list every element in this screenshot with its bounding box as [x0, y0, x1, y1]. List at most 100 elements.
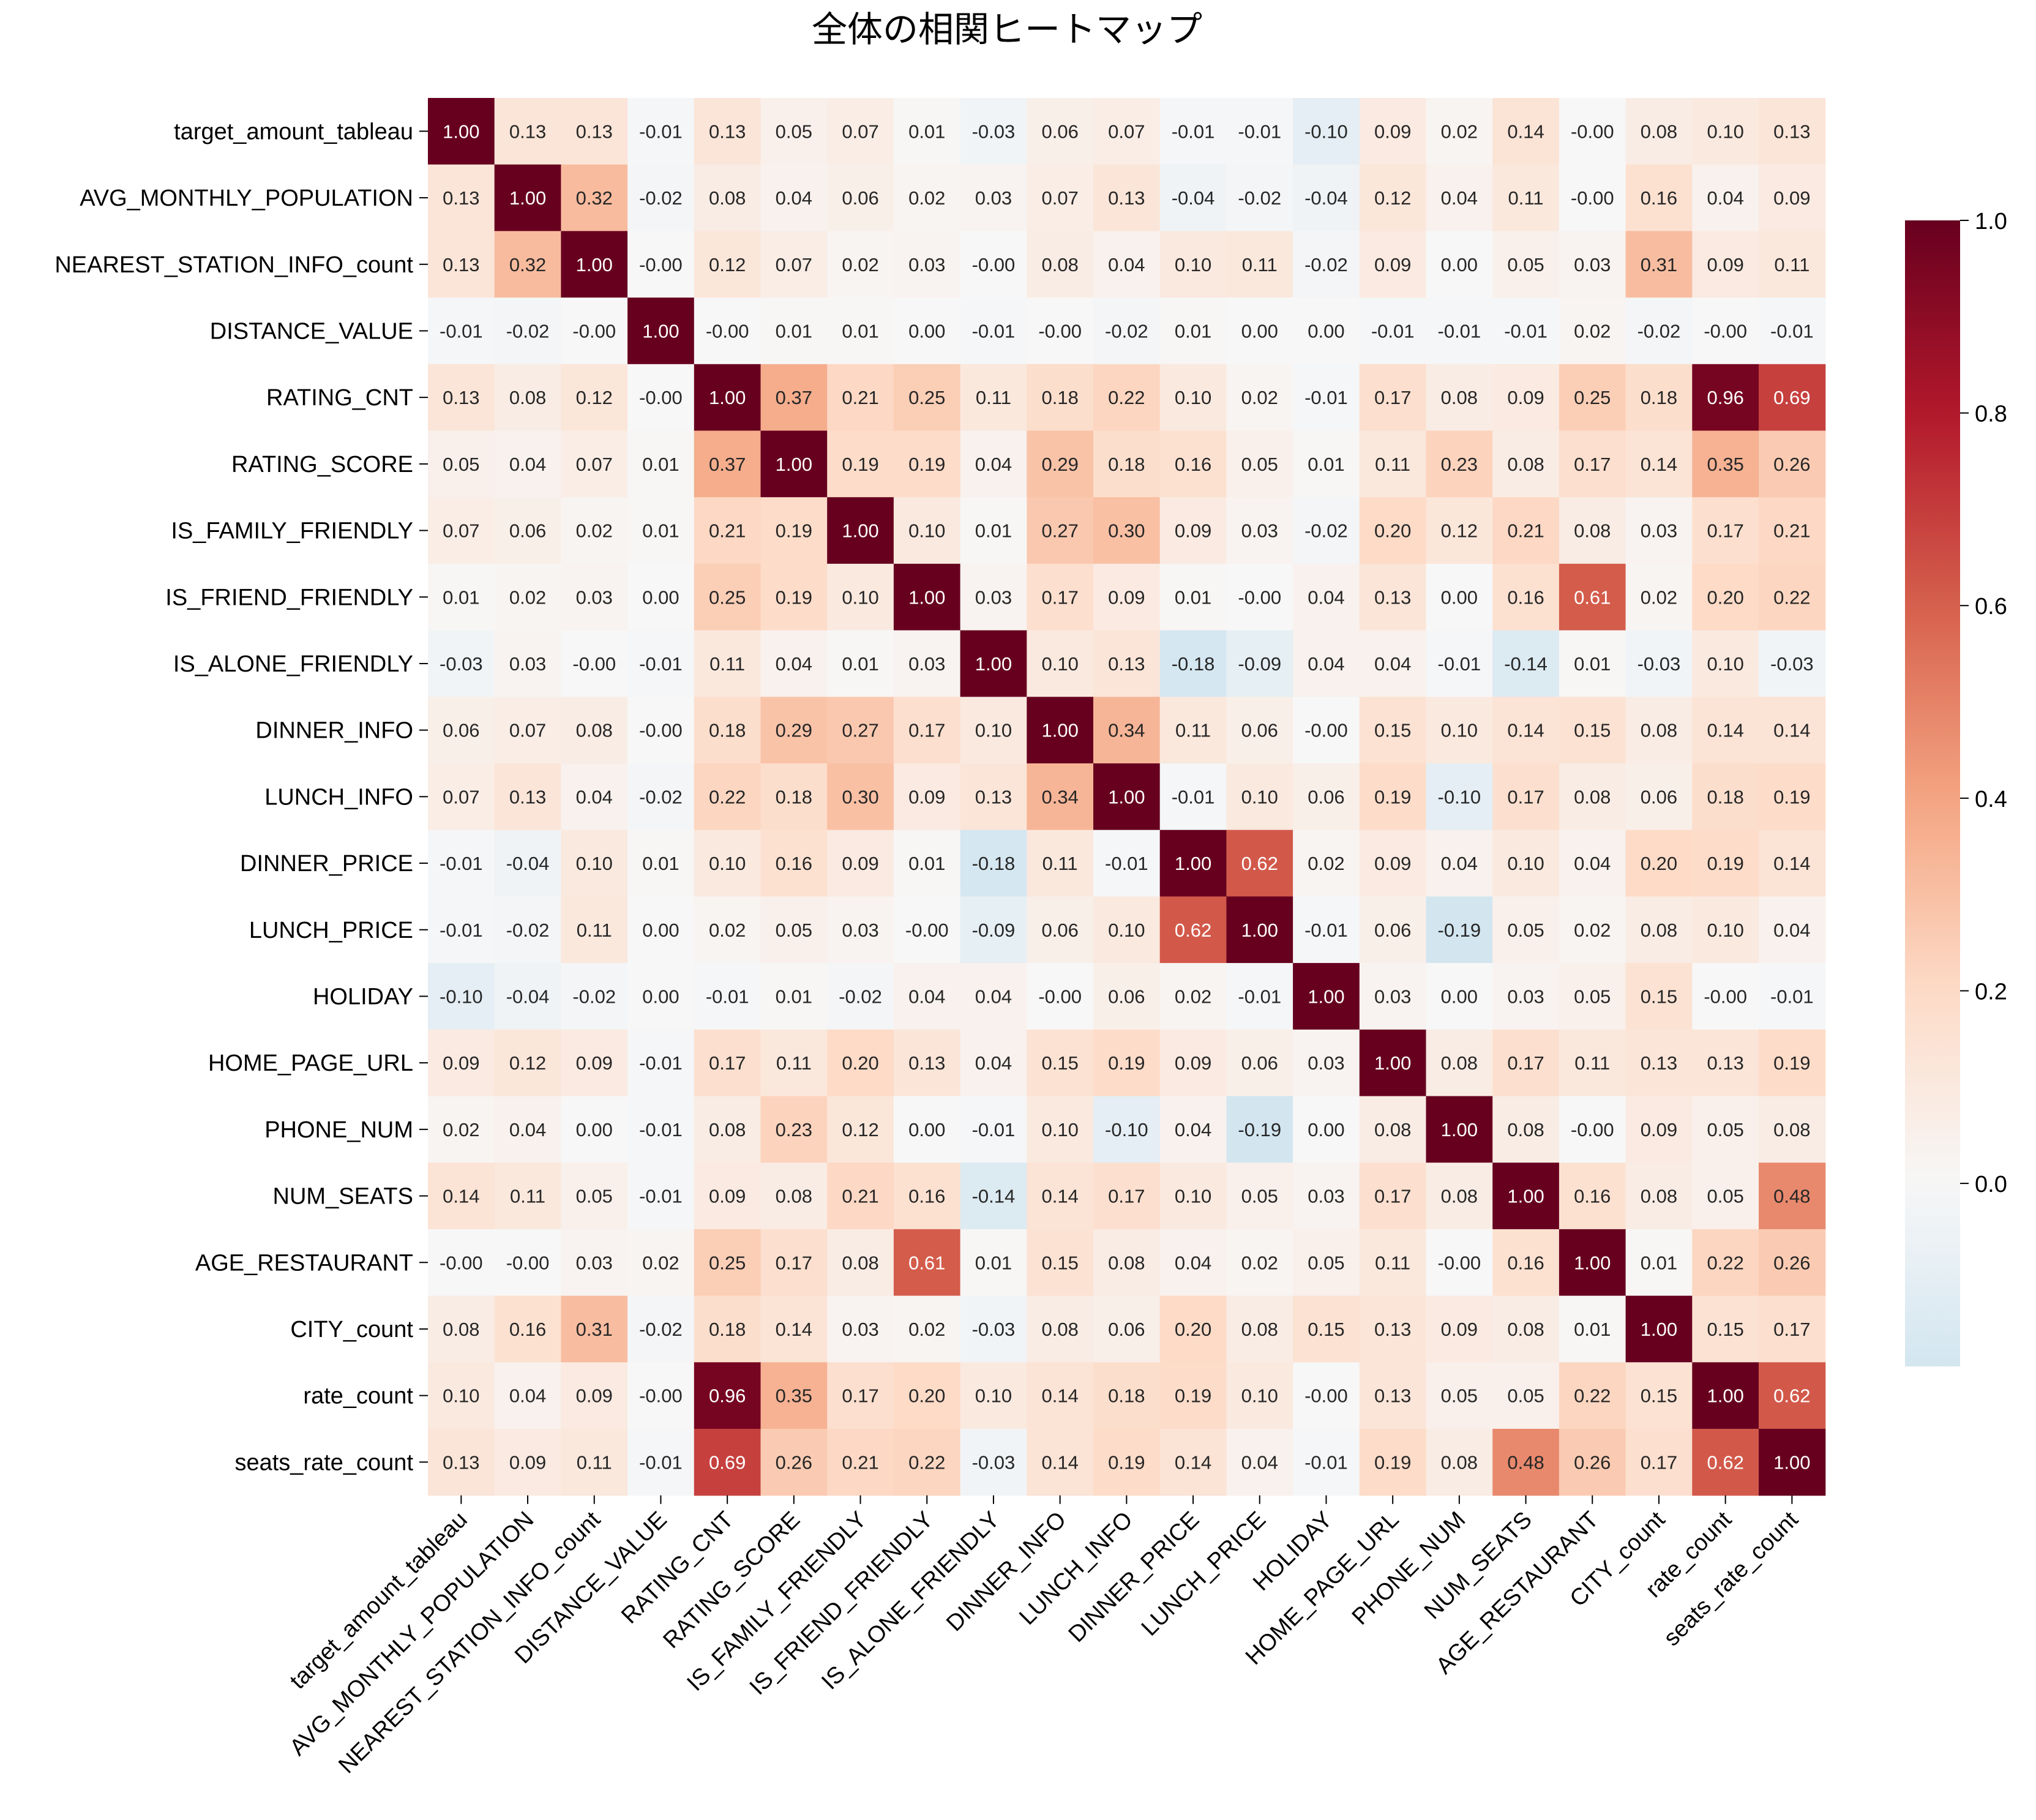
- cell-value-label: 0.15: [1574, 720, 1611, 741]
- heatmap-cell: [1559, 963, 1626, 1030]
- y-tick-label: seats_rate_count: [234, 1450, 413, 1475]
- heatmap-cell: [1492, 1295, 1560, 1363]
- y-tick-label: HOLIDAY: [313, 984, 413, 1009]
- cell-value-label: -0.18: [1172, 653, 1215, 675]
- heatmap-cell: [494, 98, 561, 165]
- cell-value-label: 1.00: [576, 254, 613, 275]
- heatmap-cell: [494, 630, 561, 697]
- cell-value-label: 0.02: [1175, 986, 1211, 1007]
- heatmap-cell: [1625, 1295, 1693, 1363]
- heatmap-cell: [1159, 697, 1227, 764]
- cell-value-label: -0.00: [572, 320, 616, 342]
- heatmap-cell: [760, 1295, 828, 1363]
- cell-value-label: 0.61: [908, 1252, 945, 1273]
- colorbar-tick-label: 0.8: [1975, 402, 2007, 427]
- cell-value-label: -0.01: [639, 121, 683, 142]
- cell-value-label: 0.10: [1241, 786, 1278, 807]
- cell-value-label: -0.01: [639, 1451, 683, 1473]
- cell-value-label: 0.25: [1574, 387, 1611, 408]
- heatmap-cell: [1027, 298, 1094, 365]
- cell-value-label: 0.08: [1641, 1186, 1677, 1207]
- cell-value-label: 0.03: [509, 653, 546, 675]
- cell-value-label: 0.03: [1308, 1052, 1344, 1074]
- cell-value-label: -0.02: [1637, 320, 1681, 342]
- cell-value-label: -0.19: [1238, 1119, 1281, 1140]
- heatmap-cell: [827, 298, 894, 365]
- heatmap-cell: [1159, 430, 1227, 498]
- cell-value-label: 0.30: [1108, 520, 1145, 542]
- cell-value-label: 0.04: [1707, 187, 1743, 209]
- cell-value-label: 0.25: [709, 1252, 746, 1273]
- cell-value-label: 0.23: [1441, 454, 1478, 475]
- cell-value-label: 0.37: [709, 454, 746, 475]
- y-tick-label: RATING_CNT: [266, 385, 413, 411]
- y-tick-label: target_amount_tableau: [174, 119, 413, 144]
- heatmap-cell: [627, 1029, 695, 1097]
- heatmap-cell: [1027, 896, 1094, 964]
- heatmap-cell: [1426, 1029, 1493, 1097]
- cell-value-label: -0.00: [1704, 320, 1747, 342]
- cell-value-label: 0.03: [1241, 520, 1278, 542]
- heatmap-cell: [1426, 697, 1493, 764]
- cell-value-label: 0.21: [709, 520, 746, 542]
- heatmap-cell: [960, 98, 1027, 165]
- heatmap-cell: [1559, 896, 1626, 964]
- cell-value-label: 0.05: [1241, 454, 1278, 475]
- cell-value-label: 0.08: [1374, 1119, 1411, 1140]
- heatmap-cell: [561, 1229, 628, 1297]
- heatmap-cell: [1159, 231, 1227, 298]
- cell-value-label: 0.21: [1773, 520, 1810, 542]
- y-tick-label: IS_FRIEND_FRIENDLY: [165, 585, 413, 610]
- heatmap-cell: [1359, 963, 1427, 1030]
- cell-value-label: -0.18: [972, 853, 1016, 874]
- cell-value-label: 0.19: [1175, 1385, 1211, 1407]
- heatmap-cell: [1492, 164, 1560, 231]
- heatmap-cell: [893, 630, 961, 697]
- heatmap-cell: [1159, 630, 1227, 697]
- heatmap-cell: [1027, 1029, 1094, 1097]
- cell-value-label: 0.29: [1041, 454, 1078, 475]
- cell-value-label: 0.04: [1374, 653, 1411, 675]
- y-tick-label: DISTANCE_VALUE: [210, 318, 413, 344]
- cell-value-label: 1.00: [509, 187, 546, 209]
- cell-value-label: 0.11: [1375, 454, 1410, 475]
- heatmap-cell: [1226, 829, 1293, 897]
- cell-value-label: 0.08: [1441, 1451, 1478, 1473]
- cell-value-label: 0.05: [576, 1186, 613, 1207]
- heatmap-cell: [1293, 1295, 1360, 1363]
- heatmap-cell: [694, 963, 762, 1030]
- cell-value-label: 0.17: [842, 1385, 878, 1407]
- cell-value-label: -0.01: [1438, 320, 1481, 342]
- y-tick-label: RATING_SCORE: [231, 452, 413, 477]
- heatmap-cell: [694, 563, 762, 631]
- heatmap-cell: [428, 430, 495, 498]
- cell-value-label: 0.19: [1374, 786, 1411, 807]
- cell-value-label: -0.03: [1770, 653, 1814, 675]
- heatmap-cell: [1293, 1362, 1360, 1429]
- heatmap-cell: [1226, 563, 1293, 631]
- cell-value-label: 0.04: [975, 1052, 1012, 1074]
- heatmap-cell: [960, 1362, 1027, 1429]
- cell-value-label: 0.03: [975, 586, 1012, 608]
- cell-value-label: 0.01: [975, 1252, 1012, 1273]
- heatmap-cell: [760, 896, 828, 964]
- cell-value-label: -0.00: [905, 919, 949, 941]
- heatmap-cell: [494, 563, 561, 631]
- chart-title: 全体の相関ヒートマップ: [812, 9, 1202, 50]
- cell-value-label: 0.03: [1574, 254, 1611, 275]
- cell-value-label: 0.06: [1108, 986, 1145, 1007]
- cell-value-label: 0.12: [576, 387, 613, 408]
- colorbar-tick-label: 1.0: [1975, 209, 2007, 234]
- heatmap-cell: [827, 497, 894, 564]
- cell-value-label: 0.02: [1308, 853, 1344, 874]
- cell-value-label: 0.12: [709, 254, 746, 275]
- cell-value-label: 0.03: [576, 1252, 613, 1273]
- cell-value-label: 0.12: [1374, 187, 1411, 209]
- heatmap-cell: [960, 497, 1027, 564]
- cell-value-label: 0.31: [576, 1319, 613, 1340]
- cell-value-label: 0.10: [908, 520, 945, 542]
- heatmap-cell: [561, 164, 628, 231]
- cell-value-label: 0.13: [1108, 653, 1145, 675]
- heatmap-cell: [627, 298, 695, 365]
- heatmap-cell: [561, 1029, 628, 1097]
